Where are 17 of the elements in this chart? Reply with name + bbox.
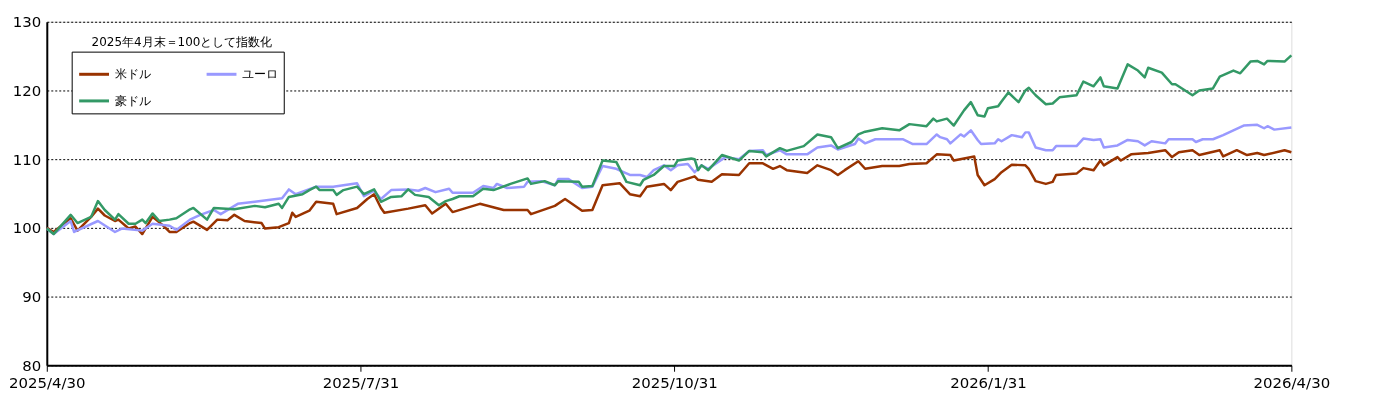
annotation: 2025年4月末＝100として指数化 [91, 34, 273, 49]
x-tick-label: 2025/7/31 [322, 373, 400, 392]
y-tick-label: 120 [12, 81, 42, 100]
legend-label: 豪ドル [114, 93, 151, 108]
y-tick-label: 100 [12, 219, 42, 238]
legend-label: 米ドル [114, 67, 151, 82]
line-series [45, 54, 1293, 236]
x-tick-label: 2026/1/31 [950, 373, 1027, 392]
y-tick-label: 80 [22, 356, 42, 375]
x-tick-label: 2026/4/30 [1253, 373, 1331, 392]
y-tick-label: 110 [12, 150, 42, 169]
y-tick-label: 130 [12, 13, 42, 32]
y-tick-label: 90 [22, 288, 42, 307]
line-series [45, 148, 1293, 236]
x-tick-label: 2025/4/30 [9, 373, 86, 392]
x-tick-label: 2025/10/31 [631, 373, 718, 392]
legend-label: ユーロ [241, 67, 278, 82]
